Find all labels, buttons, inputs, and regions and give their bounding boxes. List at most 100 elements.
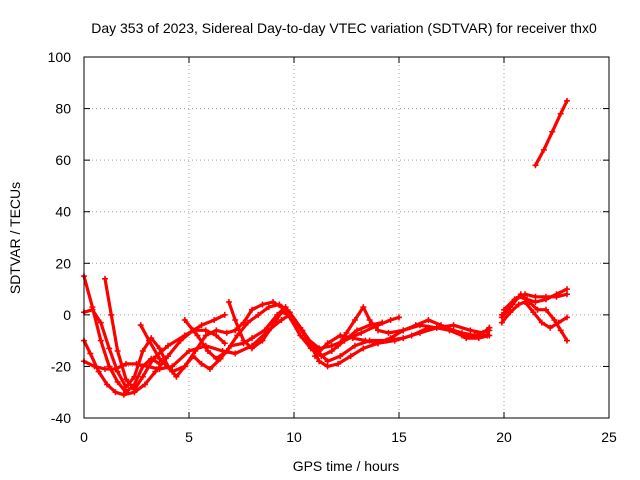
data-point — [391, 337, 398, 344]
data-point — [543, 306, 549, 313]
data-point — [278, 309, 285, 316]
data-point — [351, 317, 358, 324]
data-point — [141, 381, 148, 388]
data-point — [108, 311, 115, 318]
y-tick-label: -20 — [51, 358, 71, 374]
data-point — [198, 322, 205, 329]
data-point — [165, 342, 171, 349]
data-point — [396, 314, 402, 321]
data-point — [123, 384, 129, 391]
data-point — [146, 337, 153, 344]
data-point — [375, 327, 381, 334]
data-point — [549, 128, 556, 135]
data-point — [307, 342, 314, 349]
data-point — [255, 311, 262, 318]
data-point — [335, 360, 342, 367]
data-point — [553, 293, 560, 300]
data-point — [375, 340, 381, 347]
data-point — [139, 347, 146, 354]
data-point — [498, 314, 505, 321]
data-point — [297, 332, 304, 339]
data-point — [202, 332, 209, 339]
x-tick-label: 0 — [80, 429, 88, 445]
data-point — [532, 162, 539, 169]
data-point — [131, 389, 138, 396]
data-point — [564, 291, 570, 298]
data-point — [232, 327, 239, 334]
data-point — [265, 304, 272, 311]
data-point — [328, 342, 335, 349]
data-point — [123, 376, 129, 383]
data-point — [177, 337, 184, 344]
y-tick-label: 20 — [55, 255, 71, 271]
x-tick-label: 20 — [496, 429, 512, 445]
data-point — [186, 347, 192, 354]
data-point — [486, 327, 493, 334]
y-tick-label: -40 — [51, 410, 71, 426]
data-point — [379, 319, 386, 326]
data-point — [347, 353, 354, 360]
data-point — [459, 332, 465, 339]
data-point — [360, 304, 367, 311]
data-point — [366, 322, 373, 329]
data-point — [181, 317, 188, 324]
data-point — [467, 327, 474, 334]
data-point — [324, 363, 331, 370]
data-point — [240, 337, 247, 344]
x-tick-label: 25 — [601, 429, 617, 445]
data-point — [232, 317, 239, 324]
x-axis-label: GPS time / hours — [293, 458, 400, 474]
data-point — [551, 317, 558, 324]
x-tick-label: 5 — [185, 429, 193, 445]
data-point — [165, 353, 171, 360]
series-line-track-15 — [533, 99, 569, 167]
data-point — [192, 347, 199, 354]
data-point — [349, 335, 356, 342]
data-point — [144, 363, 150, 370]
data-point — [139, 373, 146, 380]
data-point — [204, 347, 211, 354]
series-points-track-14 — [501, 291, 570, 313]
data-point — [507, 309, 514, 316]
data-point — [278, 317, 285, 324]
data-point — [213, 355, 220, 362]
data-point — [358, 329, 365, 336]
data-point — [564, 314, 570, 321]
series-line-track-1 — [82, 274, 162, 394]
data-point — [114, 378, 121, 385]
data-point — [498, 319, 505, 326]
data-point — [120, 391, 127, 398]
data-point — [324, 340, 331, 347]
data-point — [97, 337, 104, 344]
series-points-track-10 — [335, 304, 493, 349]
data-point — [408, 332, 415, 339]
x-tick-label: 15 — [391, 429, 407, 445]
data-point — [547, 324, 554, 331]
data-point — [297, 324, 304, 331]
data-point — [181, 363, 188, 370]
series-points-track-2 — [102, 275, 228, 393]
data-point — [515, 301, 522, 308]
data-point — [112, 389, 119, 396]
data-point — [114, 368, 121, 375]
data-point — [211, 317, 218, 324]
data-point — [194, 332, 201, 339]
data-point — [259, 301, 266, 308]
data-point — [156, 355, 163, 362]
chart-title: Day 353 of 2023, Sidereal Day-to-day VTE… — [91, 20, 597, 36]
data-point — [557, 327, 564, 334]
data-point — [150, 355, 157, 362]
data-point — [387, 335, 394, 342]
data-point — [486, 332, 493, 339]
data-point — [270, 298, 276, 305]
data-point — [137, 322, 144, 329]
data-point — [335, 342, 342, 349]
data-point — [343, 329, 350, 336]
data-point — [87, 350, 94, 357]
data-point — [316, 358, 323, 365]
data-point — [286, 311, 293, 318]
data-point — [249, 345, 255, 352]
data-point — [225, 298, 232, 305]
data-point — [106, 345, 113, 352]
data-point — [387, 317, 394, 324]
